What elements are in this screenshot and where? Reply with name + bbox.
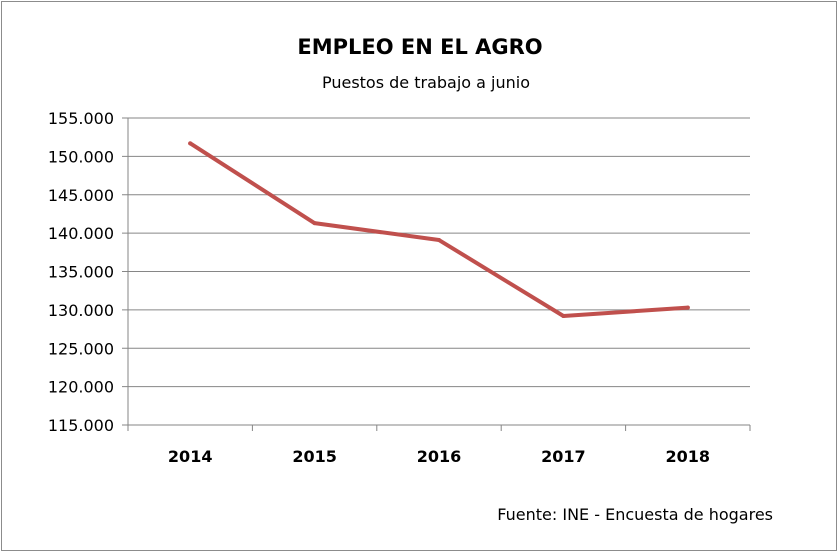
x-tick-label: 2014 [168,447,213,466]
y-tick-label: 120.000 [48,378,114,397]
x-tick-label: 2015 [292,447,337,466]
data-point [312,221,317,226]
data-point [685,305,690,310]
y-tick-label: 145.000 [48,186,114,205]
x-tick-label: 2016 [417,447,462,466]
data-point [561,314,566,319]
x-tick-label: 2017 [541,447,586,466]
x-tick-label: 2018 [666,447,711,466]
chart-source: Fuente: INE - Encuesta de hogares [497,505,773,524]
y-tick-label: 135.000 [48,263,114,282]
series-line [188,141,690,319]
y-tick-label: 125.000 [48,339,114,358]
y-tick-label: 150.000 [48,147,114,166]
y-tick-label: 115.000 [48,416,114,435]
y-tick-label: 155.000 [48,109,114,128]
chart-subtitle: Puestos de trabajo a junio [321,73,531,92]
data-point [188,141,193,146]
y-tick-label: 140.000 [48,224,114,243]
chart-title: EMPLEO EN EL AGRO [297,35,543,59]
data-point [437,238,441,243]
y-tick-label: 130.000 [48,301,114,320]
